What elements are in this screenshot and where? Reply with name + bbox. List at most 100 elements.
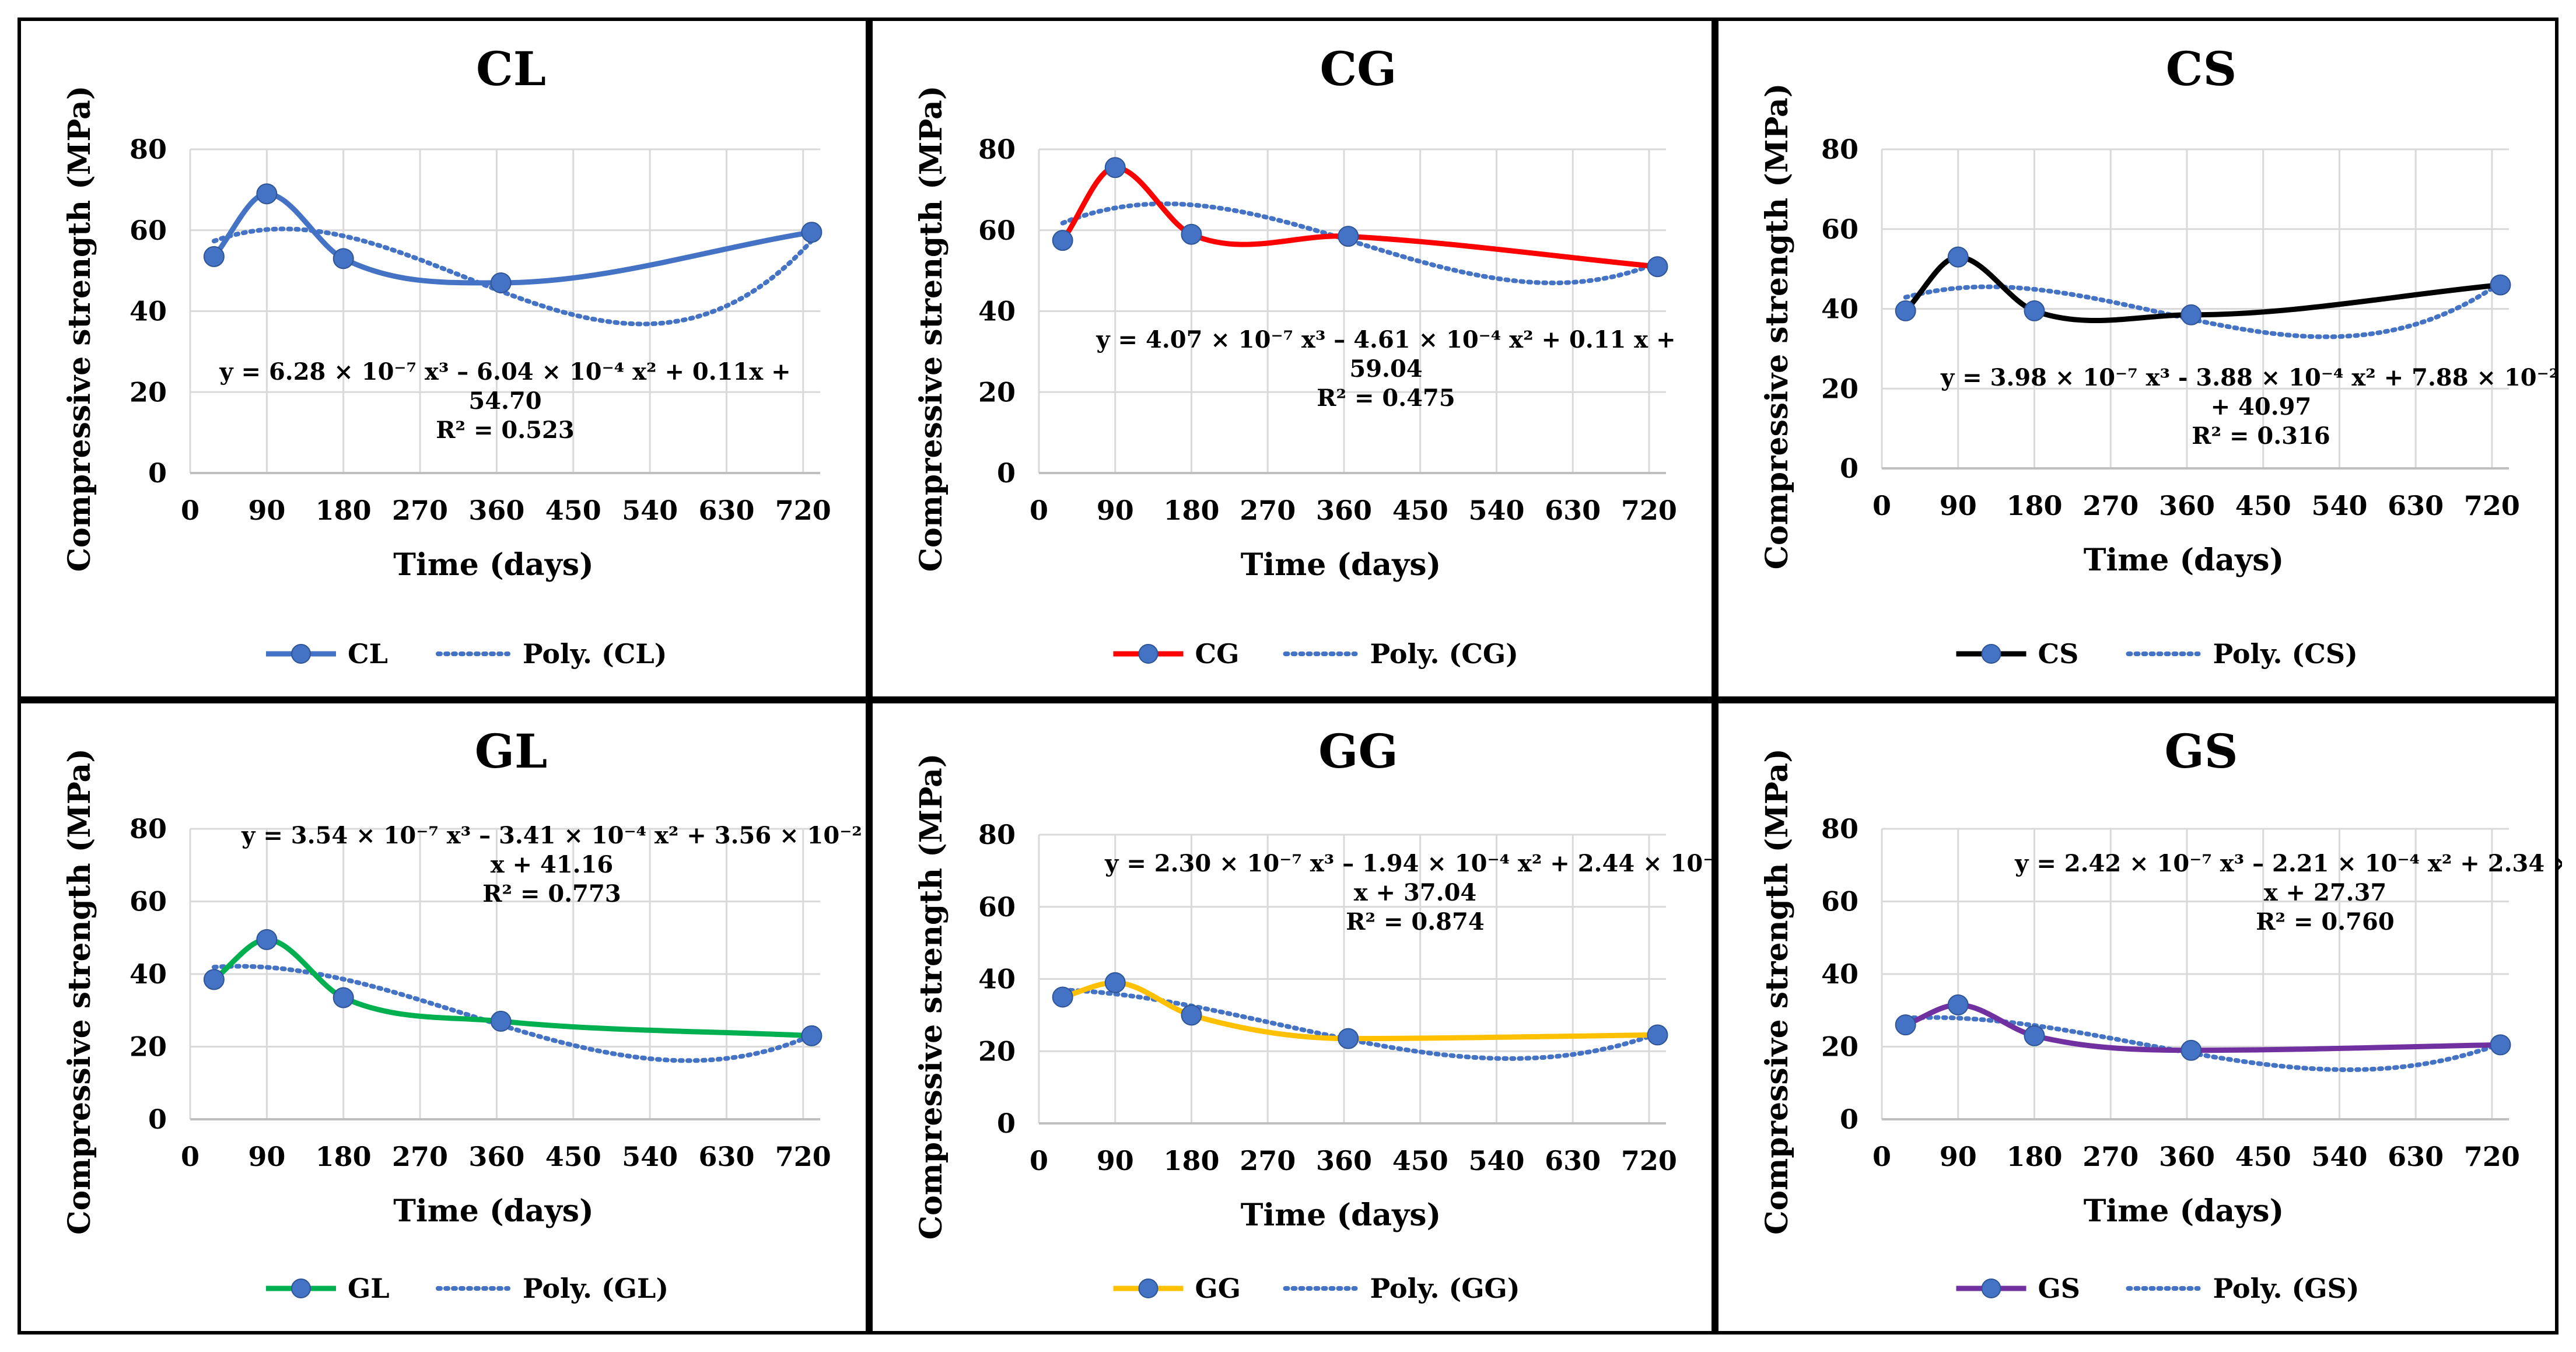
x-tick-label: 180 bbox=[2006, 1141, 2062, 1172]
chart-panel-gl: GL 0 90 180 270 360 450 540 630 720 0 20 40 60 80 Time … bbox=[18, 700, 869, 1335]
x-tick-label: 450 bbox=[545, 1141, 601, 1172]
x-axis-label: Time (days) bbox=[393, 547, 593, 583]
data-point bbox=[1181, 223, 1202, 245]
y-axis-label: Compressive strength (MPa) bbox=[914, 754, 949, 1240]
legend-trend-label: Poly. (GS) bbox=[2213, 1273, 2360, 1304]
data-point bbox=[1338, 226, 1359, 247]
x-tick-label: 450 bbox=[1392, 495, 1448, 526]
x-tick-label: 270 bbox=[392, 495, 448, 526]
y-tick-label: 20 bbox=[978, 1035, 1016, 1067]
data-point bbox=[1947, 994, 1969, 1015]
legend-trend-label: Poly. (CG) bbox=[1370, 638, 1518, 670]
y-tick-label: 0 bbox=[997, 457, 1016, 489]
data-point bbox=[332, 248, 354, 269]
legend-series-label: CS bbox=[2038, 638, 2079, 670]
chart-panel-gs: GS 0 90 180 270 360 450 540 630 720 0 20 40 60 80 Time … bbox=[1715, 700, 2562, 1335]
x-axis-label: Time (days) bbox=[393, 1193, 593, 1229]
trendline bbox=[1903, 280, 2503, 339]
legend-trend-label: Poly. (GG) bbox=[1370, 1273, 1520, 1304]
x-tick-label: 0 bbox=[1873, 1141, 1891, 1172]
x-axis-label: Time (days) bbox=[2084, 1193, 2284, 1229]
x-tick-label: 540 bbox=[2311, 1141, 2367, 1172]
y-axis-label: Compressive strength (MPa) bbox=[62, 748, 97, 1235]
chart-svg: CS 0 90 180 270 360 450 540 630 720 0 20 40 60 80 Time … bbox=[1759, 41, 2562, 670]
data-point bbox=[2180, 304, 2202, 325]
series-line bbox=[211, 937, 814, 1039]
equation-label: x + 41.16 bbox=[491, 851, 613, 878]
x-tick-label: 360 bbox=[468, 1141, 524, 1172]
data-point bbox=[2490, 274, 2511, 296]
y-axis-label: Compressive strength (MPa) bbox=[914, 86, 949, 572]
equation-label: 54.70 bbox=[468, 387, 541, 415]
chart-svg: GL 0 90 180 270 360 450 540 630 720 0 20 40 60 80 Time … bbox=[62, 724, 862, 1304]
chart-panel-gg: GG 0 90 180 270 360 450 540 630 720 0 20 40 60 80 Time … bbox=[869, 700, 1718, 1335]
chart-title: CL bbox=[476, 41, 546, 96]
x-tick-label: 450 bbox=[2235, 490, 2291, 521]
r-squared-label: R² = 0.874 bbox=[1346, 908, 1484, 936]
equation-label: x + 27.37 bbox=[2264, 879, 2386, 906]
y-tick-label: 80 bbox=[1821, 813, 1859, 845]
y-tick-label: 40 bbox=[978, 964, 1016, 995]
chart-panel-cs: CS 0 90 180 270 360 450 540 630 720 0 20 40 60 80 Time … bbox=[1715, 17, 2562, 700]
chart-svg: GG 0 90 180 270 360 450 540 630 720 0 20 40 60 80 Time … bbox=[914, 724, 1718, 1304]
legend-series-label: CG bbox=[1195, 638, 1240, 670]
y-tick-label: 0 bbox=[148, 457, 167, 489]
x-tick-label: 270 bbox=[392, 1141, 448, 1172]
y-tick-label: 60 bbox=[130, 886, 167, 917]
series-line bbox=[1060, 980, 1660, 1042]
x-tick-label: 90 bbox=[248, 495, 285, 526]
x-axis-label: Time (days) bbox=[1241, 1197, 1441, 1233]
y-tick-label: 40 bbox=[130, 296, 167, 327]
series-line bbox=[211, 191, 814, 286]
data-point bbox=[1104, 157, 1126, 178]
x-tick-label: 630 bbox=[698, 495, 754, 526]
x-tick-label: 720 bbox=[1621, 1145, 1677, 1176]
x-tick-label: 630 bbox=[2388, 1141, 2444, 1172]
y-tick-label: 40 bbox=[1821, 293, 1859, 325]
trendline bbox=[1903, 1015, 2503, 1072]
equation-label: + 40.97 bbox=[2211, 393, 2312, 421]
x-tick-label: 360 bbox=[468, 495, 524, 526]
x-tick-label: 90 bbox=[1097, 1145, 1134, 1176]
y-tick-label: 60 bbox=[1821, 886, 1859, 917]
equation-label: y = 3.98 × 10⁻⁷ x³ - 3.88 × 10⁻⁴ x² + 7.… bbox=[1940, 364, 2562, 391]
chart-title: CG bbox=[1320, 41, 1397, 96]
y-tick-label: 20 bbox=[1821, 1031, 1859, 1063]
y-tick-label: 60 bbox=[978, 215, 1016, 246]
data-point bbox=[490, 1010, 512, 1032]
legend-marker bbox=[1138, 1279, 1158, 1298]
y-tick-label: 80 bbox=[1821, 134, 1859, 165]
data-point bbox=[1647, 256, 1668, 278]
x-tick-label: 630 bbox=[1545, 495, 1601, 526]
data-point bbox=[1647, 1024, 1668, 1046]
x-tick-label: 180 bbox=[316, 495, 372, 526]
legend-series-label: CL bbox=[348, 638, 388, 670]
x-axis-label: Time (days) bbox=[2084, 542, 2284, 578]
data-point bbox=[1104, 972, 1126, 993]
x-tick-label: 540 bbox=[622, 495, 678, 526]
x-tick-label: 0 bbox=[1030, 1145, 1048, 1176]
y-tick-label: 0 bbox=[997, 1108, 1016, 1139]
legend-marker bbox=[1981, 1279, 2001, 1298]
x-tick-label: 180 bbox=[1163, 1145, 1219, 1176]
trendline bbox=[1060, 201, 1660, 286]
y-tick-label: 60 bbox=[978, 891, 1016, 923]
y-tick-label: 40 bbox=[978, 296, 1016, 327]
x-tick-label: 630 bbox=[1545, 1145, 1601, 1176]
x-tick-label: 180 bbox=[316, 1141, 372, 1172]
y-tick-label: 80 bbox=[130, 134, 167, 165]
chart-title: GL bbox=[475, 724, 548, 779]
data-point bbox=[2024, 300, 2045, 321]
trendline bbox=[1060, 987, 1660, 1061]
x-tick-label: 0 bbox=[1030, 495, 1048, 526]
chart-svg: GS 0 90 180 270 360 450 540 630 720 0 20 40 60 80 Time … bbox=[1759, 724, 2562, 1304]
legend-trend-label: Poly. (CS) bbox=[2213, 638, 2358, 670]
data-point bbox=[332, 987, 354, 1008]
legend-trend-label: Poly. (GL) bbox=[523, 1273, 668, 1304]
chart-title: CS bbox=[2166, 41, 2236, 96]
y-tick-label: 60 bbox=[130, 215, 167, 246]
equation-label: y = 6.28 × 10⁻⁷ x³ – 6.04 × 10⁻⁴ x² + 0.… bbox=[219, 358, 790, 386]
legend-marker bbox=[291, 644, 311, 664]
equation-label: y = 3.54 × 10⁻⁷ x³ – 3.41 × 10⁻⁴ x² + 3.… bbox=[241, 822, 862, 849]
y-tick-label: 20 bbox=[1821, 373, 1859, 404]
